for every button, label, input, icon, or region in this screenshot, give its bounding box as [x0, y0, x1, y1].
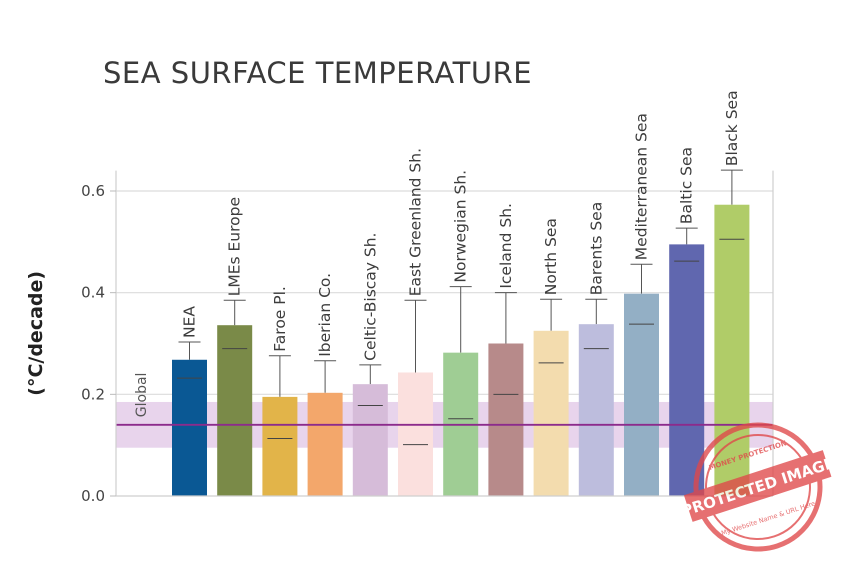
y-tick-label: 0.0	[81, 487, 105, 505]
bar	[714, 204, 750, 496]
category-label: Mediterranean Sea	[633, 113, 651, 260]
category-label: East Greenland Sh.	[407, 148, 425, 296]
category-label: Iberian Co.	[316, 273, 334, 357]
y-tick-label: 0.6	[81, 182, 105, 200]
category-label: NEA	[181, 306, 199, 338]
category-label: Norwegian Sh.	[452, 170, 470, 283]
bar	[488, 343, 524, 496]
y-axis-label: (°C/decade)	[25, 271, 47, 396]
bar	[669, 244, 705, 496]
y-tick-label: 0.2	[81, 385, 105, 403]
global-label: Global	[134, 373, 150, 418]
axis-layer: 0.0 0.2 0.4 0.6 (°C/decade)	[25, 170, 774, 505]
category-label: North Sea	[542, 218, 560, 295]
category-label: Iceland Sh.	[497, 203, 515, 289]
protected-image-stamp: PROTECTED IMAGE MONEY PROTECTION My Webs…	[683, 422, 833, 552]
category-label: Barents Sea	[587, 202, 605, 295]
bar	[307, 392, 343, 496]
bar	[533, 330, 569, 496]
category-label: Celtic-Biscay Sh.	[361, 233, 379, 361]
category-label: Black Sea	[723, 90, 741, 166]
category-label: Baltic Sea	[678, 147, 696, 224]
category-label: Faroe Pl.	[271, 286, 289, 352]
bar	[352, 384, 388, 496]
bars-layer	[116, 169, 773, 496]
stamp-banner	[683, 450, 832, 522]
labels-layer: Global NEA LMEs Europe Faroe Pl. Iberian Co.…	[134, 90, 741, 417]
bar	[172, 359, 207, 496]
bar	[578, 324, 614, 496]
bar	[624, 293, 659, 496]
bar	[217, 325, 253, 496]
bar	[262, 396, 298, 496]
category-label: LMEs Europe	[226, 197, 244, 296]
y-tick-label: 0.4	[81, 284, 105, 302]
chart-title: SEA SURFACE TEMPERATURE	[103, 56, 533, 90]
bar	[398, 372, 433, 496]
